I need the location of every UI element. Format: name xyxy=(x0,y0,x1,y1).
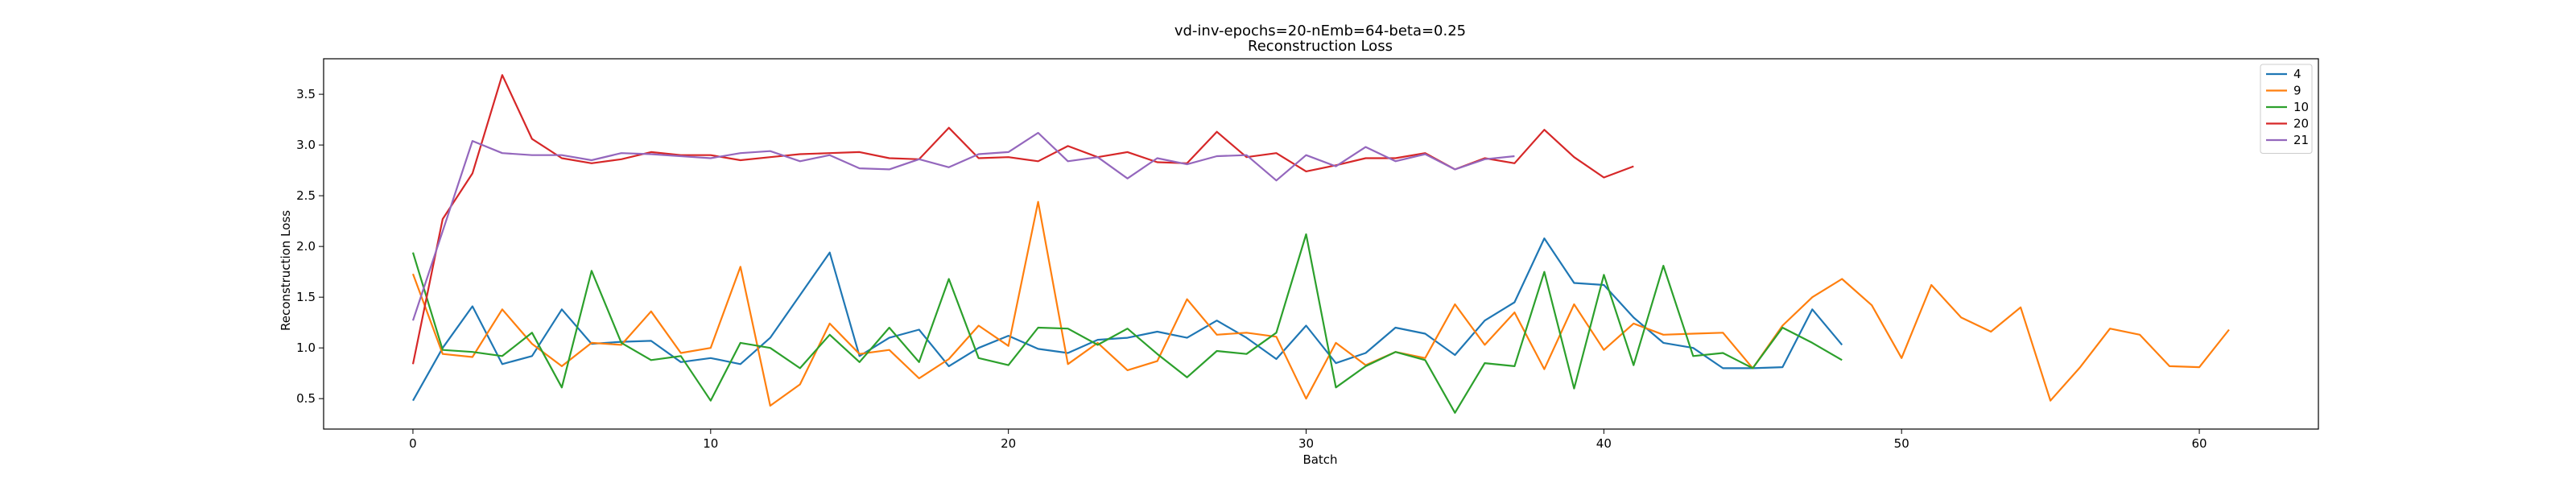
x-tick-label: 0 xyxy=(409,436,417,451)
y-tick-label: 1.0 xyxy=(296,341,316,355)
x-axis-label: Batch xyxy=(1302,452,1337,467)
y-tick-label: 0.5 xyxy=(296,391,316,406)
x-tick-label: 50 xyxy=(1894,436,1909,451)
plot-area xyxy=(323,58,2319,430)
x-tick-label: 30 xyxy=(1298,436,1314,451)
series-line-4 xyxy=(412,237,1843,402)
x-tick-label: 20 xyxy=(1001,436,1016,451)
x-tick-label: 60 xyxy=(2192,436,2207,451)
y-tick-label: 3.5 xyxy=(296,87,316,101)
legend-box xyxy=(2260,64,2313,154)
chart-title: vd-inv-epochs=20-nEmb=64-beta=0.25 xyxy=(1174,23,1466,39)
legend-label: 10 xyxy=(2293,100,2309,114)
series-line-21 xyxy=(411,131,1515,321)
y-axis-label: Reconstruction Loss xyxy=(279,210,293,331)
legend-label: 9 xyxy=(2293,84,2301,98)
legend-label: 21 xyxy=(2293,133,2309,147)
series-line-9 xyxy=(411,200,2230,407)
series-line-10 xyxy=(411,233,1843,414)
y-tick-label: 2.5 xyxy=(296,188,316,203)
x-tick-label: 40 xyxy=(1596,436,1612,451)
y-tick-label: 1.5 xyxy=(296,290,316,304)
x-tick-label: 10 xyxy=(703,436,718,451)
legend: 4 9 10 20 21 xyxy=(2260,64,2313,154)
y-tick-label: 2.0 xyxy=(296,239,316,254)
legend-label: 4 xyxy=(2293,67,2301,81)
chart-subtitle: Reconstruction Loss xyxy=(1248,38,1393,55)
series-line-20 xyxy=(411,74,1634,365)
legend-label: 20 xyxy=(2293,117,2309,131)
y-tick-label: 3.0 xyxy=(296,138,316,152)
